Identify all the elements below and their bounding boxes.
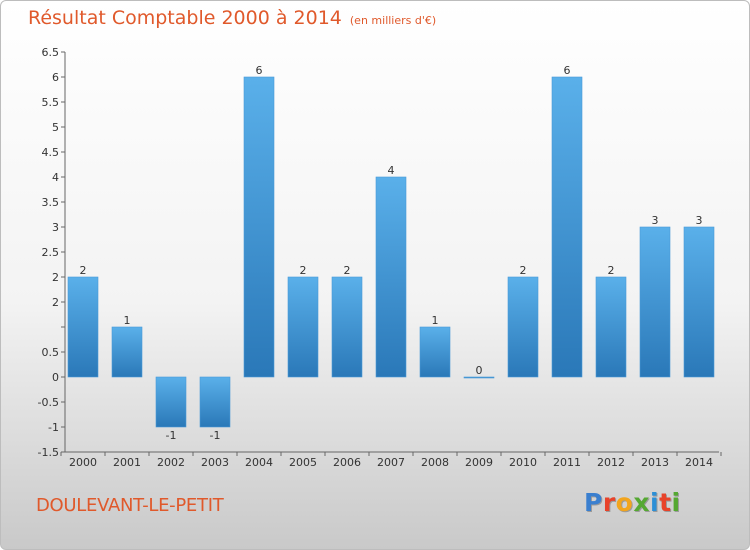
y-tick-label: 4 bbox=[52, 171, 59, 184]
logo-letter: i bbox=[671, 488, 681, 517]
x-tick-label: 2005 bbox=[289, 456, 317, 469]
x-tick-label: 2014 bbox=[685, 456, 713, 469]
bar-2004 bbox=[243, 76, 275, 378]
bar-value-label: 1 bbox=[124, 314, 131, 327]
x-tick-label: 2009 bbox=[465, 456, 493, 469]
bar-2013 bbox=[639, 226, 671, 378]
bar-2006 bbox=[331, 276, 363, 378]
bar-2008 bbox=[419, 326, 451, 378]
bar-value-label: 2 bbox=[344, 264, 351, 277]
bar-value-label: 4 bbox=[388, 164, 395, 177]
bar-value-label: 3 bbox=[696, 214, 703, 227]
city-name: DOULEVANT-LE-PETIT bbox=[36, 495, 224, 516]
y-tick-label: -1.5 bbox=[38, 446, 59, 459]
y-tick-label: 4.5 bbox=[42, 146, 60, 159]
x-tick-label: 2010 bbox=[509, 456, 537, 469]
bar-2011 bbox=[551, 76, 583, 378]
bar-2014 bbox=[683, 226, 715, 378]
bar-value-label: -1 bbox=[210, 429, 221, 442]
y-tick-label: 3.5 bbox=[42, 196, 60, 209]
logo-letter: r bbox=[602, 488, 616, 517]
bar-value-label: 6 bbox=[564, 64, 571, 77]
bar-value-label: 2 bbox=[520, 264, 527, 277]
logo-letter: t bbox=[659, 488, 672, 517]
bar-value-label: 1 bbox=[432, 314, 439, 327]
bar-2009 bbox=[463, 376, 495, 379]
chart-title-text: Résultat Comptable 2000 à 2014 bbox=[28, 7, 342, 29]
bar-2002 bbox=[155, 376, 187, 428]
bar-2000 bbox=[67, 276, 99, 378]
bar-2005 bbox=[287, 276, 319, 378]
bar-2012 bbox=[595, 276, 627, 378]
x-tick-label: 2012 bbox=[597, 456, 625, 469]
x-tick-label: 2004 bbox=[245, 456, 273, 469]
y-tick-label: 5 bbox=[52, 121, 59, 134]
x-tick-label: 2001 bbox=[113, 456, 141, 469]
bar-value-label: 2 bbox=[300, 264, 307, 277]
x-tick-label: 2008 bbox=[421, 456, 449, 469]
y-tick-label: 6 bbox=[52, 71, 59, 84]
bar-2001 bbox=[111, 326, 143, 378]
y-tick-label: 5.5 bbox=[42, 96, 60, 109]
x-tick-label: 2003 bbox=[201, 456, 229, 469]
x-tick-label: 2006 bbox=[333, 456, 361, 469]
bar-2010 bbox=[507, 276, 539, 378]
y-tick-label: -1 bbox=[48, 421, 59, 434]
chart-unit: (en milliers d'€) bbox=[349, 14, 437, 27]
x-tick-label: 2011 bbox=[553, 456, 581, 469]
y-tick-label: 6.5 bbox=[42, 46, 60, 59]
bar-value-label: 0 bbox=[476, 364, 483, 377]
x-tick-label: 2000 bbox=[69, 456, 97, 469]
logo-letter: P bbox=[584, 488, 603, 517]
y-tick-label: 2 bbox=[52, 296, 59, 309]
bar-value-label: -1 bbox=[166, 429, 177, 442]
logo-letter: o bbox=[615, 488, 634, 517]
y-tick-label: 0.5 bbox=[42, 346, 60, 359]
y-tick-label: 2.5 bbox=[42, 246, 60, 259]
bar-2007 bbox=[375, 176, 407, 378]
logo-letter: i bbox=[650, 488, 660, 517]
x-tick-label: 2013 bbox=[641, 456, 669, 469]
bar-value-label: 2 bbox=[608, 264, 615, 277]
y-tick-label: -0.5 bbox=[38, 396, 59, 409]
logo-letter: x bbox=[633, 488, 650, 517]
bar-value-label: 6 bbox=[256, 64, 263, 77]
bar-value-label: 2 bbox=[80, 264, 87, 277]
y-tick-label: 0 bbox=[52, 371, 59, 384]
bar-value-label: 3 bbox=[652, 214, 659, 227]
y-tick-label: 2 bbox=[52, 271, 59, 284]
bar-2003 bbox=[199, 376, 231, 428]
x-tick-label: 2007 bbox=[377, 456, 405, 469]
proxiti-logo: Proxiti bbox=[584, 488, 681, 517]
chart-title: Résultat Comptable 2000 à 2014 (en millie… bbox=[28, 7, 436, 29]
x-tick-label: 2002 bbox=[157, 456, 185, 469]
y-tick-label: 3 bbox=[52, 221, 59, 234]
